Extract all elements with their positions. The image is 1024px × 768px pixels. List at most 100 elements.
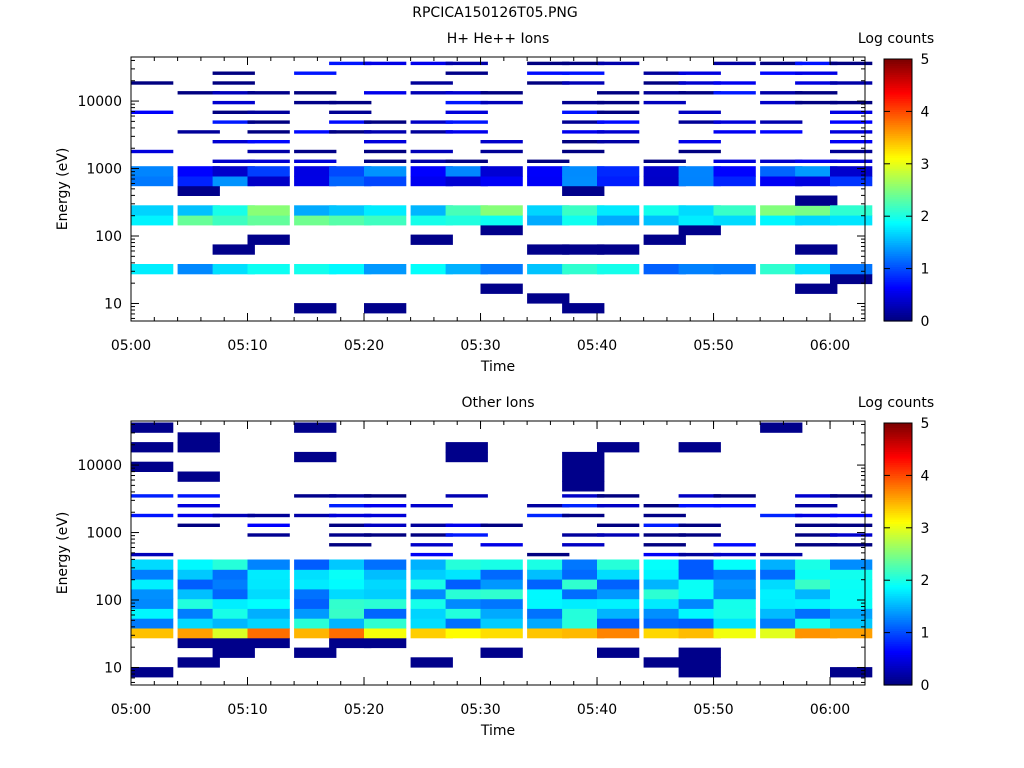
colorbar-step [884,451,912,455]
heatmap-cell [329,513,372,518]
heatmap-cell [131,461,174,472]
colorbar-tick-label: 4 [921,468,930,484]
heatmap-cell [678,494,721,498]
colorbar-step [884,96,912,99]
colorbar-step [884,578,912,581]
colorbar-step [884,671,912,675]
heatmap-cell [410,120,453,124]
heatmap-cell [527,264,570,275]
heatmap-cell [247,149,290,154]
heatmap-cell [247,588,290,600]
heatmap-cell [795,100,838,105]
heatmap-cell [760,215,803,226]
heatmap-cell [445,264,488,275]
heatmap-cell [562,215,605,226]
colorbar-step [884,200,912,204]
heatmap-cell [527,552,570,557]
heatmap-cell [713,166,756,177]
heatmap-cell [760,175,803,187]
colorbar-step [884,314,912,318]
colorbar-step [884,312,912,316]
colorbar-step [884,606,912,610]
heatmap-cell [445,205,488,216]
heatmap-cell [445,569,488,580]
heatmap-cell [294,598,337,609]
heatmap-cell [760,166,803,177]
heatmap-cells [131,422,873,678]
colorbar-step [884,122,912,126]
heatmap-cell [480,647,523,658]
heatmap-cell [678,81,721,85]
heatmap-cell [177,504,220,508]
colorbar-step [884,514,912,518]
heatmap-cell [527,569,570,580]
colorbar-step [884,288,912,292]
heatmap-cell [212,110,255,114]
heatmap-cell [597,61,640,66]
colorbar-step [884,268,912,272]
colorbar-step [884,255,912,259]
heatmap-cell [445,175,488,187]
colorbar-step [884,447,912,450]
heatmap-cell [678,552,721,557]
heatmap-cell [364,608,407,619]
heatmap-cell [212,647,255,658]
heatmap-cell [527,588,570,600]
heatmap-cell [480,579,523,590]
colorbar-step [884,508,912,511]
heatmap-cell [445,130,488,134]
heatmap-cell [445,71,488,75]
panel-title: H+ He++ Ions [447,31,550,47]
colorbar-step [884,307,912,311]
heatmap-cell [410,657,453,668]
colorbar-step [884,257,912,261]
heatmap-cell [212,244,255,255]
colorbar-step [884,205,912,209]
colorbar-tick-label: 5 [921,416,930,432]
heatmap-cell [830,159,873,163]
colorbar-tick-label: 2 [921,573,930,589]
colorbar-step [884,582,912,586]
x-tick-label: 06:00 [810,702,850,718]
colorbar-step [884,444,912,448]
heatmap-cell [527,71,570,75]
heatmap-cell [212,608,255,619]
heatmap-cell [247,91,290,95]
colorbar-step [884,266,912,270]
colorbar-step [884,159,912,163]
heatmap-cell [131,559,174,570]
heatmap-cell [562,559,605,570]
heatmap-cell [795,244,838,255]
heatmap-cell [480,91,523,95]
heatmap-cell [131,618,174,629]
colorbar-step [884,141,912,145]
heatmap-cell [410,234,453,245]
heatmap-cell [247,559,290,570]
heatmap-cell [760,120,803,124]
heatmap-cell [597,175,640,187]
colorbar-step [884,564,912,568]
colorbar-step [884,676,912,680]
heatmap-cell [131,442,174,453]
colorbar-step [884,120,912,123]
colorbar-step [884,301,912,305]
colorbar-step [884,466,912,470]
heatmap-cell [247,264,290,275]
heatmap-cell [247,110,290,114]
heatmap-cell [177,130,220,134]
heatmap-cell [562,588,605,600]
colorbar-step [884,588,912,592]
colorbar-step [884,584,912,588]
heatmap-cell [713,559,756,570]
x-tick-label: 05:10 [227,338,267,354]
heatmap-cell [480,618,523,629]
y-tick-label: 10 [104,296,122,312]
colorbar-step [884,527,912,531]
heatmap-cell [480,149,523,154]
colorbar-step [884,630,912,634]
heatmap-cell [678,608,721,619]
colorbar-step [884,183,912,187]
heatmap-cell [795,543,838,547]
heatmap-cell [562,140,605,144]
heatmap-cell [212,579,255,590]
